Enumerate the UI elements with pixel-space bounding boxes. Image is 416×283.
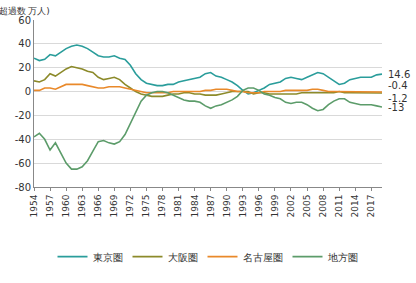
svg-text:14.6: 14.6 bbox=[388, 69, 410, 80]
svg-text:2002: 2002 bbox=[286, 195, 296, 218]
svg-text:1981: 1981 bbox=[173, 195, 183, 218]
svg-text:1993: 1993 bbox=[238, 195, 248, 218]
svg-text:0: 0 bbox=[25, 86, 31, 97]
svg-text:-60: -60 bbox=[15, 158, 31, 169]
svg-text:1999: 1999 bbox=[270, 194, 280, 217]
svg-text:(転入超過数 万人): (転入超過数 万人) bbox=[0, 6, 50, 16]
svg-text:1975: 1975 bbox=[141, 195, 151, 218]
svg-text:1978: 1978 bbox=[157, 194, 167, 217]
svg-text:1966: 1966 bbox=[93, 194, 103, 217]
svg-text:-13: -13 bbox=[388, 102, 404, 113]
svg-text:-80: -80 bbox=[15, 182, 31, 193]
svg-text:2014: 2014 bbox=[350, 194, 360, 217]
svg-text:2017: 2017 bbox=[366, 195, 376, 218]
svg-text:1984: 1984 bbox=[190, 194, 200, 217]
svg-text:-20: -20 bbox=[15, 110, 31, 121]
svg-text:1957: 1957 bbox=[45, 195, 55, 218]
svg-text:1972: 1972 bbox=[125, 195, 135, 218]
svg-text:1990: 1990 bbox=[222, 194, 232, 217]
svg-text:東京圏: 東京圏 bbox=[93, 252, 123, 263]
svg-text:1954: 1954 bbox=[29, 194, 39, 217]
svg-text:2005: 2005 bbox=[302, 195, 312, 218]
svg-text:2008: 2008 bbox=[318, 194, 328, 217]
svg-text:-0.4: -0.4 bbox=[388, 80, 408, 91]
svg-text:1963: 1963 bbox=[77, 195, 87, 218]
svg-text:-40: -40 bbox=[15, 134, 31, 145]
svg-text:-1.2: -1.2 bbox=[388, 93, 408, 104]
svg-text:1969: 1969 bbox=[109, 194, 119, 217]
svg-text:名古屋圏: 名古屋圏 bbox=[243, 252, 283, 263]
svg-text:地方圏: 地方圏 bbox=[327, 252, 358, 263]
svg-text:1996: 1996 bbox=[254, 194, 264, 217]
svg-text:20: 20 bbox=[18, 62, 31, 73]
svg-text:40: 40 bbox=[18, 38, 31, 49]
svg-text:大阪圏: 大阪圏 bbox=[168, 252, 198, 263]
svg-text:2011: 2011 bbox=[334, 195, 344, 218]
svg-text:1987: 1987 bbox=[206, 195, 216, 218]
svg-text:1960: 1960 bbox=[61, 194, 71, 217]
svg-text:60: 60 bbox=[18, 15, 31, 26]
